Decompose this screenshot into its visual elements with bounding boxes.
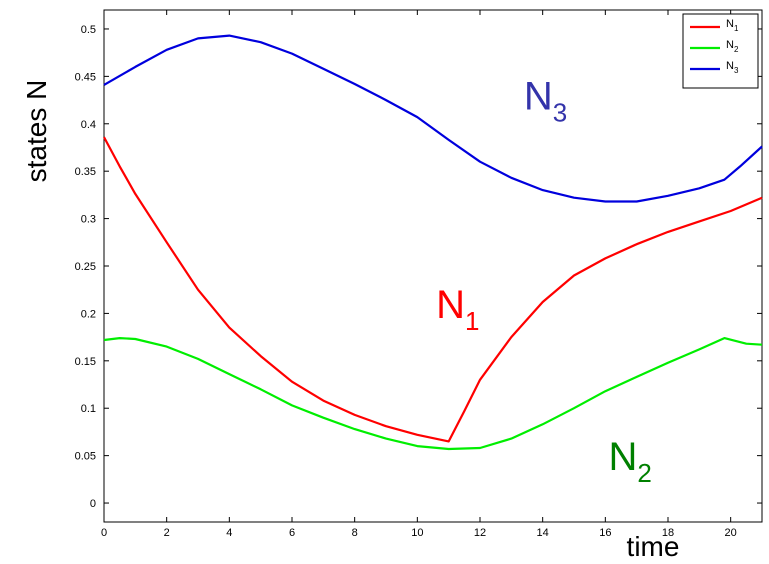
annotation-subscript: 3 (553, 98, 567, 128)
series-lines (103, 34, 763, 451)
annotation-subscript: 2 (637, 458, 651, 488)
series-line-n3 (103, 34, 763, 203)
annotation-main-text: N (608, 435, 637, 479)
y-tick-label: 0.05 (75, 451, 96, 463)
y-axis-label: states N (21, 80, 52, 183)
x-tick-label: 14 (537, 527, 549, 539)
legend-label-n2: N2 (726, 39, 739, 54)
annotation-n3: N3 (524, 75, 567, 128)
legend-label-n1: N1 (726, 18, 739, 33)
x-tick-label: 4 (226, 527, 232, 539)
y-tick-label: 0.3 (81, 214, 96, 226)
y-axis-ticks: 0 0.05 0.1 0.15 0.2 0.25 0.3 0.35 0.4 0.45 0.5 (75, 24, 762, 510)
x-tick-label: 12 (474, 527, 486, 539)
y-tick-label: 0 (90, 498, 96, 510)
x-axis-ticks: 0 2 4 6 8 10 12 14 16 18 20 (101, 10, 737, 539)
y-tick-label: 0.2 (81, 308, 96, 320)
legend-box (682, 13, 759, 89)
x-axis-label: time (627, 531, 680, 559)
y-tick-label: 0.35 (75, 166, 96, 178)
x-tick-label: 16 (599, 527, 611, 539)
x-tick-label: 2 (164, 527, 170, 539)
x-tick-label: 8 (352, 527, 358, 539)
annotation-main-text: N (524, 75, 553, 119)
y-tick-label: 0.15 (75, 356, 96, 368)
x-tick-label: 18 (662, 527, 674, 539)
legend-label-n3: N3 (726, 60, 739, 75)
y-tick-label: 0.1 (81, 403, 96, 415)
legend: N1 N2 N3 (682, 13, 759, 89)
annotation-n1: N1 (436, 283, 479, 336)
annotation-main-text: N (436, 283, 465, 327)
y-tick-label: 0.4 (81, 119, 96, 131)
plot-area (103, 9, 763, 523)
series-line-n2 (103, 337, 763, 451)
annotation-n2: N2 (608, 435, 651, 488)
series-line-n1 (103, 136, 763, 443)
y-tick-label: 0.45 (75, 71, 96, 83)
x-tick-label: 6 (289, 527, 295, 539)
x-tick-label: 20 (725, 527, 737, 539)
x-tick-label: 0 (101, 527, 107, 539)
annotation-subscript: 1 (465, 306, 479, 336)
y-tick-label: 0.5 (81, 24, 96, 36)
y-tick-label: 0.25 (75, 261, 96, 273)
x-tick-label: 10 (411, 527, 423, 539)
